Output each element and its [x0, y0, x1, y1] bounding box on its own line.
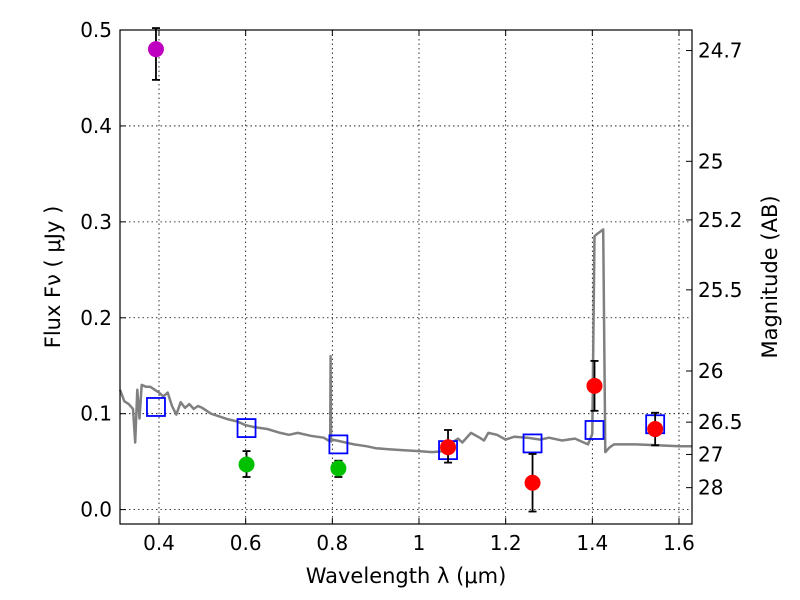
y-tick-label: 0.5 [80, 18, 112, 42]
model-photometry-square [584, 420, 605, 440]
data-point [586, 377, 603, 394]
y-tick-label: 0.0 [80, 498, 112, 522]
y-tick-label: 0.3 [80, 210, 112, 234]
x-tick-label: 1.2 [490, 531, 522, 555]
data-point [524, 474, 541, 491]
data-point [647, 421, 664, 438]
data-point [440, 439, 457, 456]
right-tick-label: 25 [698, 149, 723, 173]
model-photometry-square [146, 397, 166, 417]
y-axis-label: Flux Fν ( μJy ) [41, 206, 65, 349]
data-point [147, 41, 164, 58]
x-tick-label: 1 [413, 531, 426, 555]
x-axis-label: Wavelength λ (μm) [306, 564, 507, 588]
x-axis: 0.4 0.6 0.8 1 1.2 1.4 1.6 [143, 30, 695, 555]
plot-area [118, 27, 692, 513]
data-point [238, 456, 255, 473]
right-tick-label: 26 [698, 359, 723, 383]
x-tick-label: 0.8 [316, 531, 348, 555]
x-tick-label: 1.6 [663, 531, 695, 555]
y-axis: 0.0 0.1 0.2 0.3 0.4 0.5 [80, 18, 126, 522]
y-tick-label: 0.1 [80, 402, 112, 426]
data-point [330, 460, 347, 477]
sed-model-line [118, 228, 692, 454]
plot-frame [119, 29, 693, 525]
right-tick-label: 26.5 [698, 410, 743, 434]
right-tick-label: 25.5 [698, 278, 743, 302]
y-tick-label: 0.2 [80, 306, 112, 330]
model-photometry-square [522, 433, 543, 454]
x-tick-label: 1.4 [576, 531, 608, 555]
model-photometry-square [328, 434, 349, 455]
right-tick-label: 24.7 [698, 39, 743, 63]
right-axis-label: Magnitude (AB) [758, 195, 782, 358]
right-tick-label: 28 [698, 476, 723, 500]
x-tick-label: 0.6 [230, 531, 262, 555]
x-tick-label: 0.4 [143, 531, 175, 555]
right-axis: 24.7 25 25.2 25.5 26 26.5 27 28 [686, 39, 743, 500]
right-tick-label: 25.2 [698, 208, 743, 232]
right-tick-label: 27 [698, 442, 723, 466]
model-photometry-square [236, 418, 257, 438]
y-tick-label: 0.4 [80, 114, 112, 138]
